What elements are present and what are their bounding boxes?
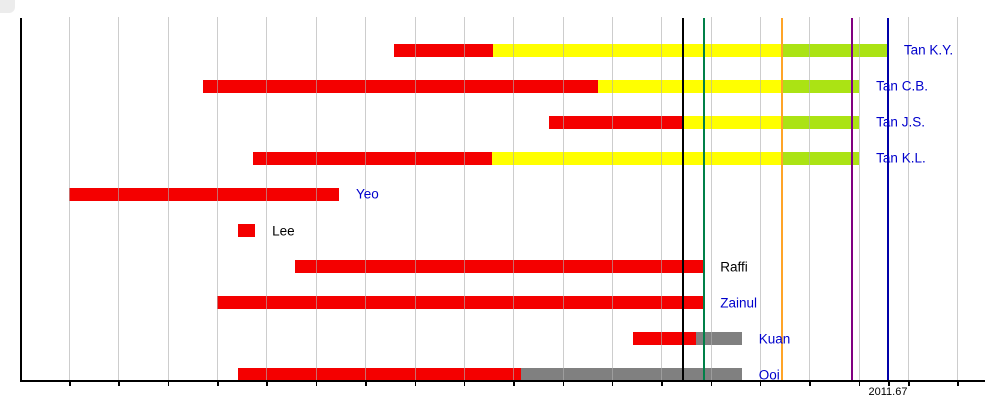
row-label-tan-j-s: Tan J.S. (876, 114, 925, 130)
axis-tick (118, 382, 120, 386)
gridline (759, 17, 761, 380)
gridline (315, 17, 317, 380)
axis-tick (661, 382, 663, 386)
axis-tick (957, 382, 959, 386)
row-label-tan-c-b: Tan C.B. (876, 78, 928, 94)
x-axis (19, 380, 985, 382)
axis-tick (611, 382, 614, 386)
axis-tick (513, 382, 515, 386)
bar-segment-tan-k-l-greenyellow (781, 151, 860, 165)
gridline (414, 17, 416, 380)
axis-tick (266, 382, 268, 386)
gridline (858, 17, 860, 380)
gridline (908, 17, 910, 380)
axis-tick-labeled (888, 382, 890, 386)
bar-segment-tan-k-y-red (393, 43, 493, 57)
gridline (266, 17, 268, 380)
axis-tick (759, 382, 762, 386)
axis-tick (69, 382, 71, 386)
bar-segment-ooi-red (238, 368, 521, 382)
gridline (118, 17, 120, 380)
bar-segment-zainul-red (216, 296, 704, 310)
axis-tick (463, 382, 466, 386)
axis-tick (167, 382, 170, 386)
axis-tick (217, 382, 219, 386)
row-label-tan-k-l: Tan K.L. (876, 150, 926, 166)
gridline (463, 17, 465, 380)
axis-tick (414, 382, 417, 386)
gridline (562, 17, 564, 380)
axis-tick (809, 382, 811, 386)
bar-segment-yeo-red (69, 187, 340, 201)
bar-segment-kuan-red (633, 332, 696, 346)
bar-segment-tan-c-b-red (202, 79, 599, 93)
row-label-kuan: Kuan (758, 331, 791, 347)
y-axis (19, 18, 22, 382)
row-label-ooi: Ooi (758, 367, 780, 383)
axis-tick (858, 382, 861, 386)
gridline (365, 17, 367, 380)
bar-segment-tan-j-s-yellow (683, 115, 782, 129)
reference-purple-line (850, 18, 853, 380)
gridline (809, 17, 811, 380)
bar-segment-raffi-red (295, 260, 704, 274)
axis-tick (908, 382, 910, 386)
row-label-tan-k-y: Tan K.Y. (903, 42, 954, 58)
bar-segment-lee-red (237, 224, 256, 237)
axis-tick (562, 382, 565, 386)
reference-sea-green-line (703, 18, 706, 380)
row-label-raffi: Raffi (720, 259, 748, 275)
x-tick-label: 2011.67 (868, 386, 908, 398)
row-label-zainul: Zainul (720, 295, 758, 311)
gridline (217, 17, 219, 380)
bar-segment-tan-c-b-greenyellow (781, 79, 860, 93)
bar-segment-tan-j-s-greenyellow (781, 115, 860, 129)
axis-tick (710, 382, 713, 386)
bar-segment-tan-c-b-yellow (598, 79, 782, 93)
bar-segment-tan-k-l-yellow (491, 151, 782, 165)
gridline (611, 17, 613, 380)
bar-segment-tan-k-l-red (252, 151, 492, 165)
bar-segment-ooi-gray (520, 368, 742, 382)
bar-segment-kuan-gray (695, 332, 742, 346)
row-label-lee: Lee (272, 223, 295, 238)
gridline (167, 17, 169, 380)
reference-orange-line (780, 18, 783, 380)
screen-corner-artifact (0, 0, 15, 13)
axis-tick (315, 382, 318, 386)
bar-segment-tan-j-s-red (549, 115, 684, 129)
axis-tick (365, 382, 367, 386)
reference-navy-line (887, 18, 890, 380)
row-label-yeo: Yeo (356, 186, 379, 202)
bar-segment-tan-k-y-yellow (492, 43, 782, 57)
reference-black-line (682, 18, 685, 380)
bar-segment-tan-k-y-greenyellow (781, 43, 887, 57)
gridline (69, 17, 71, 380)
gridline (661, 17, 663, 380)
gridline (957, 17, 959, 380)
gridline (513, 17, 515, 380)
gridline (710, 17, 712, 380)
